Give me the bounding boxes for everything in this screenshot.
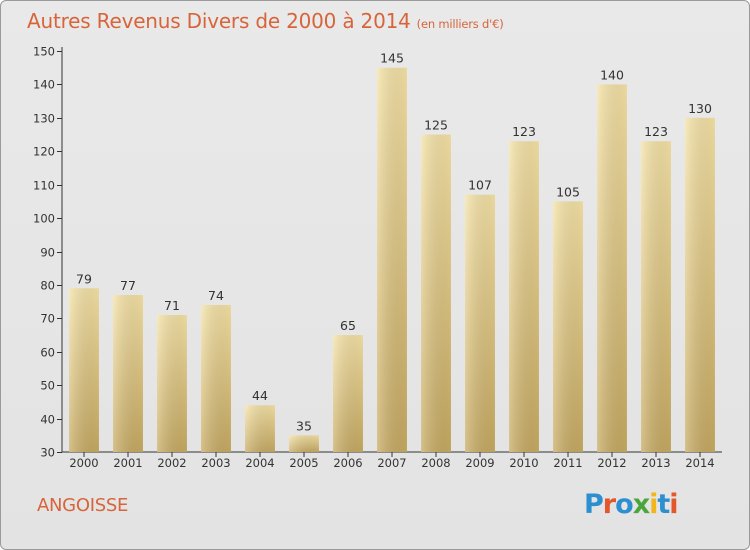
data-label: 77: [120, 278, 136, 293]
x-tick-label: 2007: [377, 456, 406, 470]
data-label: 105: [556, 184, 580, 199]
x-tick-label: 2005: [289, 456, 318, 470]
data-label: 71: [164, 298, 180, 313]
bar-shade: [377, 67, 407, 452]
logo-letter: i: [669, 489, 678, 520]
chart-subtitle: (en milliers d'€): [416, 17, 504, 31]
bar-shade: [421, 134, 451, 452]
x-tick-label: 2006: [333, 456, 362, 470]
data-label: 107: [468, 178, 492, 193]
bar-shade: [465, 194, 495, 453]
y-tick-label: 90: [40, 246, 55, 260]
logo-letter: r: [602, 489, 616, 520]
bar-shade: [597, 84, 627, 453]
x-tick-label: 2012: [597, 456, 626, 470]
y-tick-label: 150: [33, 45, 55, 59]
bar-shade: [509, 141, 539, 452]
bar-shade: [641, 141, 671, 452]
logo-letter: t: [657, 489, 670, 520]
data-label: 130: [688, 101, 712, 116]
y-tick-label: 60: [40, 346, 55, 360]
data-label: 65: [340, 318, 356, 333]
x-tick-label: 2004: [245, 456, 274, 470]
bar-shade: [69, 288, 99, 452]
x-tick-label: 2008: [421, 456, 450, 470]
axes: 30 40 50 60 70 80 90 100 110 120 130 140 150 2000 2001…: [33, 45, 722, 470]
proxiti-logo: Proxiti: [584, 489, 679, 520]
x-tick-label: 2011: [553, 456, 582, 470]
chart-title: Autres Revenus Divers de 2000 à 2014 (en …: [27, 9, 504, 33]
bars: [69, 67, 715, 453]
chart-title-text: Autres Revenus Divers de 2000 à 2014: [27, 9, 411, 33]
bar-shade: [333, 335, 363, 452]
y-tick-label: 110: [33, 179, 55, 193]
data-labels: 79 77 71 74 44 35 65 145 125 107 123 105 140 123 130: [76, 51, 712, 434]
y-tick-label: 120: [33, 145, 55, 159]
logo-letter: i: [649, 489, 658, 520]
data-label: 35: [296, 418, 312, 433]
data-label: 140: [600, 67, 624, 82]
x-tick-label: 2013: [641, 456, 670, 470]
logo-letter: o: [615, 489, 634, 520]
x-tick-label: 2000: [69, 456, 98, 470]
y-tick-label: 130: [33, 112, 55, 126]
y-tick-label: 50: [40, 379, 55, 393]
y-tick-label: 40: [40, 413, 55, 427]
y-tick-label: 100: [33, 212, 55, 226]
data-label: 125: [424, 118, 448, 133]
bar-shade: [113, 294, 143, 452]
bar-shade: [553, 201, 583, 452]
data-label: 123: [512, 124, 536, 139]
y-tick-label: 70: [40, 312, 55, 326]
x-tick-label: 2001: [113, 456, 142, 470]
bar-shade: [289, 435, 319, 452]
data-label: 74: [208, 288, 224, 303]
logo-letter: x: [632, 489, 650, 520]
bar-shade: [157, 314, 187, 452]
bar-shade: [685, 117, 715, 452]
data-label: 145: [380, 51, 404, 66]
commune-name: ANGOISSE: [37, 495, 129, 516]
data-label: 44: [252, 388, 268, 403]
y-tick-label: 140: [33, 78, 55, 92]
bar-shade: [245, 405, 275, 452]
y-tick-label: 30: [40, 446, 55, 460]
logo-letter: P: [584, 489, 604, 520]
data-label: 79: [76, 271, 92, 286]
bar-shade: [201, 304, 231, 452]
x-tick-label: 2002: [157, 456, 186, 470]
x-tick-label: 2010: [509, 456, 538, 470]
x-tick-label: 2009: [465, 456, 494, 470]
y-tick-label: 80: [40, 279, 55, 293]
data-label: 123: [644, 124, 668, 139]
x-tick-label: 2014: [685, 456, 714, 470]
x-tick-label: 2003: [201, 456, 230, 470]
